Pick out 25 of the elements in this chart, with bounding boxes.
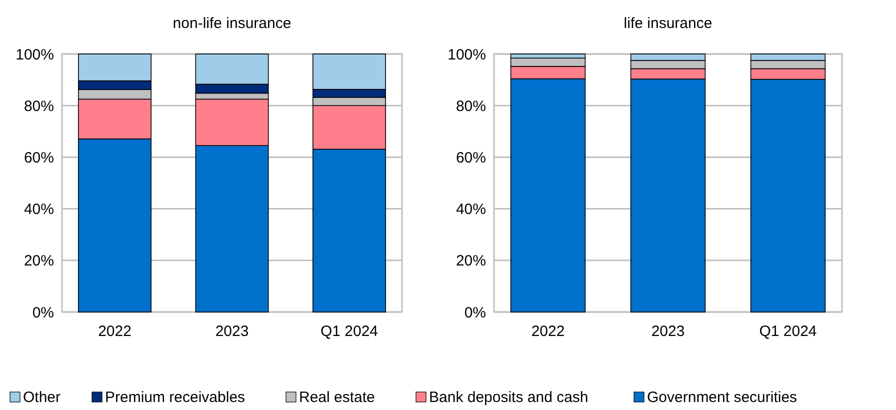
y-tick-label: 20%: [456, 252, 486, 270]
x-tick-label: Q1 2024: [759, 323, 817, 340]
y-tick-label: 60%: [24, 149, 54, 166]
x-tick-label: 2022: [531, 323, 565, 340]
x-tick-label: Q1 2024: [320, 323, 378, 340]
chart-title: non-life insurance: [172, 15, 292, 32]
x-tick-label: 2023: [215, 323, 249, 340]
y-tick-label: 80%: [24, 98, 54, 115]
legend-label: Other: [23, 389, 61, 406]
y-tick-label: 0%: [32, 304, 54, 322]
legend-label: Premium receivables: [105, 389, 246, 406]
y-tick-label: 40%: [456, 201, 486, 218]
y-tick-label: 0%: [464, 304, 486, 322]
y-tick-label: 60%: [456, 149, 486, 166]
chart-title: life insurance: [624, 15, 712, 32]
y-tick-label: 100%: [448, 46, 486, 64]
y-tick-label: 100%: [16, 46, 54, 64]
y-tick-label: 20%: [24, 252, 54, 270]
x-tick-label: 2022: [98, 323, 132, 340]
legend-label: Bank deposits and cash: [429, 389, 588, 406]
x-tick-label: 2023: [651, 323, 685, 340]
legend-label: Government securities: [647, 389, 798, 406]
y-tick-label: 80%: [456, 98, 486, 115]
legend-label: Real estate: [299, 389, 375, 406]
y-tick-label: 40%: [24, 201, 54, 218]
